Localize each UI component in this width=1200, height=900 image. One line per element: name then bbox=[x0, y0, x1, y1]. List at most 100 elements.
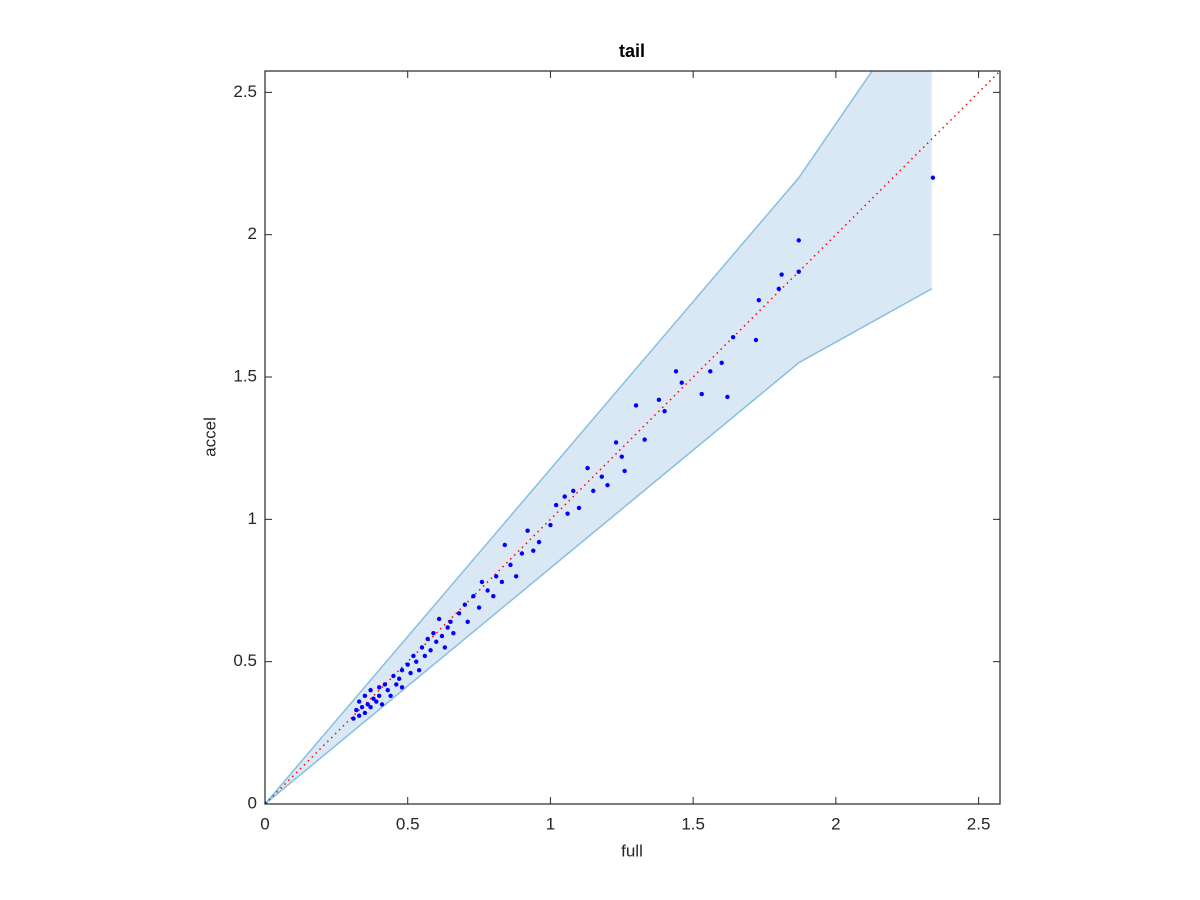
data-point bbox=[531, 548, 536, 553]
x-tick-label: 2 bbox=[831, 814, 840, 833]
data-point bbox=[354, 707, 359, 713]
data-point bbox=[445, 625, 450, 630]
plot-area bbox=[265, 71, 1000, 804]
confidence-band bbox=[265, 71, 932, 804]
y-tick-label: 0 bbox=[248, 793, 257, 812]
y-tick-label: 0.5 bbox=[233, 651, 257, 670]
data-point bbox=[362, 710, 368, 716]
data-point bbox=[519, 551, 525, 556]
data-point bbox=[479, 579, 485, 585]
data-point bbox=[419, 645, 425, 650]
data-point bbox=[730, 334, 736, 340]
data-point bbox=[673, 369, 679, 374]
data-point bbox=[613, 440, 619, 445]
data-point bbox=[442, 645, 448, 650]
data-point bbox=[451, 631, 456, 636]
data-point bbox=[436, 616, 442, 622]
data-point bbox=[591, 488, 596, 494]
axes-box bbox=[264, 70, 1001, 805]
data-point bbox=[351, 716, 356, 721]
y-tick-label: 2.5 bbox=[233, 82, 257, 101]
data-point bbox=[622, 468, 627, 474]
data-point bbox=[642, 437, 647, 442]
y-tick-label: 1.5 bbox=[233, 366, 257, 385]
data-point bbox=[725, 394, 730, 400]
data-point bbox=[471, 593, 476, 599]
x-tick-label: 0.5 bbox=[396, 814, 420, 833]
data-point bbox=[359, 705, 365, 710]
data-point bbox=[679, 380, 684, 385]
data-point bbox=[356, 713, 362, 718]
data-point bbox=[374, 699, 379, 704]
chart-title: tail bbox=[619, 41, 645, 61]
data-point bbox=[456, 611, 462, 616]
data-point bbox=[485, 588, 490, 593]
data-point bbox=[513, 574, 519, 579]
data-point bbox=[405, 662, 410, 667]
data-point bbox=[425, 636, 430, 642]
data-point bbox=[394, 682, 399, 687]
band-upper-edge bbox=[265, 71, 874, 804]
x-tick-label: 1.5 bbox=[681, 814, 705, 833]
data-point bbox=[368, 705, 373, 710]
data-point bbox=[796, 238, 801, 243]
data-point bbox=[536, 539, 542, 545]
data-point bbox=[656, 397, 662, 402]
data-point bbox=[605, 482, 610, 488]
data-point bbox=[930, 175, 936, 180]
data-point bbox=[422, 653, 428, 659]
data-point bbox=[362, 693, 368, 699]
y-tick-label: 2 bbox=[248, 224, 257, 243]
data-point bbox=[382, 682, 388, 687]
data-point bbox=[399, 668, 405, 673]
x-tick-label: 2.5 bbox=[967, 814, 991, 833]
x-axis-label: full bbox=[621, 841, 643, 860]
data-point bbox=[699, 391, 704, 397]
data-point bbox=[416, 668, 422, 673]
data-point bbox=[571, 488, 576, 494]
data-point bbox=[439, 633, 445, 639]
y-axis-label: accel bbox=[200, 417, 219, 457]
data-point bbox=[391, 673, 396, 679]
data-point bbox=[553, 502, 559, 508]
data-point bbox=[576, 505, 582, 511]
x-tick-label: 1 bbox=[546, 814, 555, 833]
data-point bbox=[396, 676, 402, 681]
data-point bbox=[428, 648, 433, 653]
band-lower-edge bbox=[265, 288, 933, 804]
data-point bbox=[753, 337, 759, 343]
data-point bbox=[431, 631, 436, 636]
data-point bbox=[508, 562, 513, 568]
data-point bbox=[465, 619, 470, 625]
data-point bbox=[408, 670, 413, 676]
data-point bbox=[494, 574, 499, 579]
data-point bbox=[414, 659, 419, 664]
data-point bbox=[448, 619, 453, 625]
data-point bbox=[619, 454, 624, 459]
data-point bbox=[779, 272, 784, 277]
data-point bbox=[585, 465, 590, 471]
data-point bbox=[476, 605, 482, 610]
data-point bbox=[562, 494, 567, 499]
data-point bbox=[502, 542, 507, 548]
data-point bbox=[379, 702, 385, 707]
data-point bbox=[719, 360, 724, 365]
data-point bbox=[491, 593, 496, 599]
data-point bbox=[356, 699, 362, 704]
data-point bbox=[376, 685, 382, 690]
data-point bbox=[776, 286, 781, 291]
data-point bbox=[708, 369, 713, 374]
data-point bbox=[525, 528, 530, 533]
data-point bbox=[434, 639, 439, 644]
data-point bbox=[365, 702, 370, 707]
data-point bbox=[633, 403, 639, 408]
data-point bbox=[368, 687, 373, 693]
data-point bbox=[662, 408, 667, 414]
data-point bbox=[411, 653, 416, 659]
data-point bbox=[462, 602, 468, 607]
data-point bbox=[371, 696, 376, 701]
x-tick-label: 0 bbox=[260, 814, 269, 833]
data-point bbox=[756, 297, 762, 303]
data-point bbox=[565, 511, 570, 516]
